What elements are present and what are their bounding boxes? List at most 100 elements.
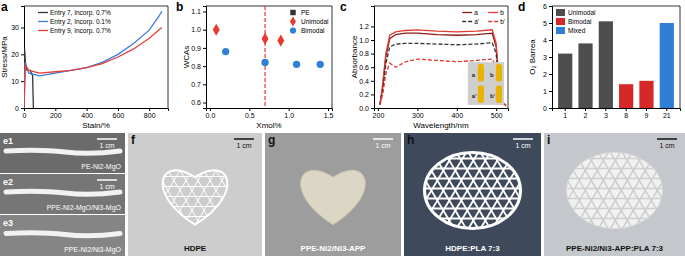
tick-mark bbox=[289, 108, 290, 111]
tick-label: 1.0 bbox=[359, 37, 369, 44]
lattice-line bbox=[445, 153, 491, 229]
vial bbox=[496, 64, 502, 81]
tick: 10 bbox=[11, 78, 24, 85]
lattice-line bbox=[204, 151, 252, 231]
plot-frame bbox=[206, 6, 332, 108]
tick-label: 0.9 bbox=[191, 45, 201, 52]
legend-label: a' bbox=[474, 18, 479, 25]
tick: 400 bbox=[81, 108, 93, 119]
scale-label: 1 cm bbox=[99, 183, 114, 190]
tick-mark bbox=[585, 108, 586, 111]
lattice-line bbox=[647, 153, 685, 229]
axis-title: Xmol% bbox=[256, 121, 281, 130]
bar bbox=[558, 54, 572, 108]
lattice-line bbox=[659, 153, 685, 229]
lattice-line bbox=[140, 206, 250, 207]
lattice-line bbox=[539, 153, 585, 229]
legend-swatch bbox=[556, 9, 565, 16]
lattice-line bbox=[361, 153, 407, 229]
photo-panel: e21 cmPPE-Ni2-MgO/Ni3-MgO bbox=[0, 174, 125, 214]
tick-mark bbox=[371, 40, 374, 41]
lattice-line bbox=[671, 153, 685, 229]
lattice-line bbox=[216, 151, 264, 231]
tick-mark bbox=[21, 27, 24, 28]
panel-label: e1 bbox=[3, 136, 13, 146]
vial bbox=[478, 86, 484, 103]
lattice-line bbox=[132, 151, 180, 231]
lattice-line bbox=[659, 153, 685, 229]
legend-entry: Entry 2, Incorp. 0.1% bbox=[38, 18, 111, 26]
legend-entry: PE bbox=[290, 9, 310, 16]
tick-mark bbox=[549, 40, 552, 41]
lattice-line bbox=[491, 153, 537, 229]
tick: 1.0 bbox=[359, 37, 374, 44]
lattice-line bbox=[623, 153, 669, 229]
lattice-line bbox=[96, 151, 144, 231]
photo-panel: e3PPE-Ni2/Ni3-MgO bbox=[0, 215, 125, 256]
tick: 0.5 bbox=[245, 108, 255, 119]
panel-label: d bbox=[518, 0, 525, 14]
scale-bar bbox=[234, 138, 254, 140]
plot-area bbox=[24, 11, 162, 108]
panel: c0.00.20.40.60.81.01.2200300400500Absorb… bbox=[340, 0, 509, 130]
tick-mark bbox=[149, 108, 150, 111]
photo bbox=[128, 133, 262, 256]
lattice-line bbox=[409, 153, 455, 229]
plot-area bbox=[380, 30, 506, 106]
legend-entry: Unimodal bbox=[290, 16, 329, 26]
legend-label: a bbox=[474, 9, 478, 16]
lattice-line bbox=[503, 153, 549, 229]
lattice-line bbox=[349, 153, 395, 229]
legend-swatch bbox=[38, 21, 48, 22]
axis-line bbox=[549, 7, 553, 109]
lattice-line bbox=[108, 151, 156, 231]
tick-label: 0.5 bbox=[245, 112, 255, 119]
lattice-line bbox=[373, 153, 419, 229]
tick: 200 bbox=[50, 108, 62, 119]
lattice-line bbox=[72, 151, 120, 231]
tick-mark bbox=[565, 108, 566, 111]
legend-swatch bbox=[462, 12, 472, 13]
tick-mark bbox=[378, 108, 379, 111]
tick-mark bbox=[549, 57, 552, 58]
legend-label: PE bbox=[301, 9, 310, 16]
panel-label: e3 bbox=[3, 218, 13, 228]
legend-swatch bbox=[38, 12, 48, 13]
vial bbox=[478, 64, 484, 81]
photo bbox=[544, 133, 685, 256]
tick-label: 20 bbox=[11, 51, 19, 58]
legend-label: b' bbox=[500, 18, 505, 25]
lattice-line bbox=[587, 153, 633, 229]
panel: d01234561238921O₂ BarreaUnimodalBimodalM… bbox=[518, 0, 681, 119]
tick-label: 8 bbox=[624, 112, 628, 119]
tick-mark bbox=[328, 108, 329, 111]
legend: UnimodalBimodalMixed bbox=[556, 9, 596, 34]
lattice-line bbox=[493, 153, 539, 229]
lattice-line bbox=[457, 153, 503, 229]
tick: 20 bbox=[11, 51, 24, 58]
tick: 200 bbox=[373, 108, 385, 119]
photo-panel: g1 cmPPE-Ni2/Ni3-APP bbox=[265, 133, 401, 256]
tick-label: 1 bbox=[563, 112, 567, 119]
lattice-line bbox=[132, 151, 180, 231]
tick: 0 bbox=[543, 105, 552, 112]
legend-entry: Bimodal bbox=[290, 27, 325, 34]
legend: aba'b' bbox=[462, 9, 505, 25]
lattice-line bbox=[425, 178, 521, 180]
tick-label: 1.1 bbox=[191, 8, 201, 15]
lattice-line bbox=[425, 208, 521, 210]
lattice-line bbox=[60, 151, 108, 231]
legend-entry: Entry 7, Incorp. 0.7% bbox=[38, 9, 111, 17]
axis: 0.00.51.01.5 bbox=[206, 108, 334, 119]
tick: 8 bbox=[624, 108, 628, 119]
tick-label: 4 bbox=[543, 37, 547, 44]
tick-label: 0 bbox=[15, 105, 19, 112]
tick-label: 0.8 bbox=[191, 63, 201, 70]
tick: 0.9 bbox=[191, 45, 206, 52]
lattice-line bbox=[60, 151, 108, 231]
axis-line bbox=[553, 109, 681, 112]
tick-label: 200 bbox=[373, 112, 385, 119]
lattice-line bbox=[611, 153, 657, 229]
panel-label: g bbox=[268, 133, 275, 147]
axis: 0102030 bbox=[11, 7, 24, 112]
